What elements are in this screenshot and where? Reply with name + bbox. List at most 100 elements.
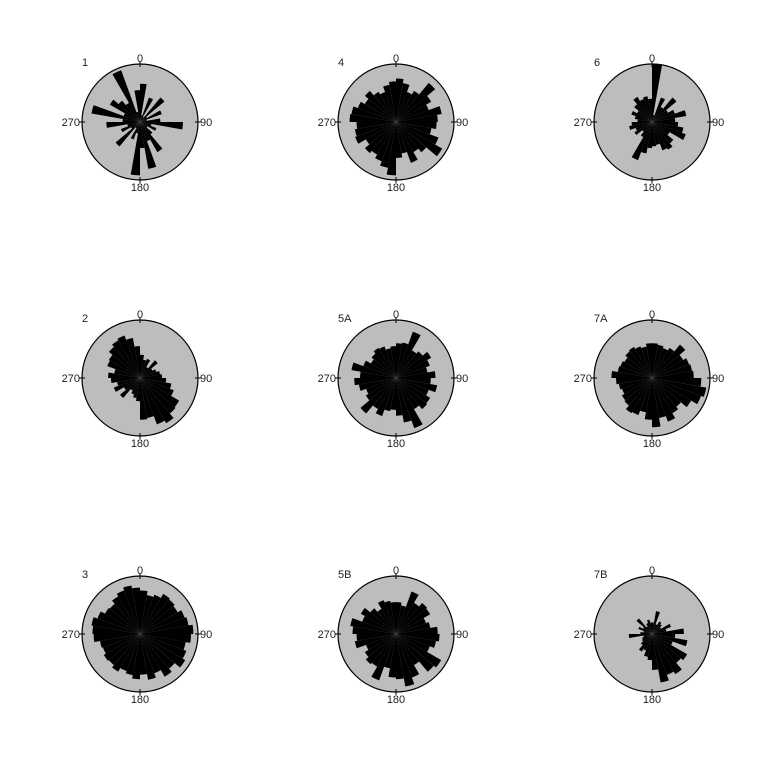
rose-bar	[357, 101, 396, 122]
rose-bar	[611, 370, 652, 378]
rose-bar	[123, 378, 140, 390]
rose-bar	[396, 122, 439, 145]
rose-bar	[396, 114, 438, 122]
angle-tick-label: 0	[137, 565, 143, 577]
rose-bar	[126, 338, 140, 378]
rose-bar	[637, 119, 652, 122]
rose-bar	[364, 90, 396, 122]
rose-bar	[112, 340, 140, 378]
rose-bar	[652, 364, 692, 378]
rose-bar	[643, 631, 652, 634]
panel-label: 4	[338, 57, 344, 69]
angle-tick-label: 270	[318, 629, 336, 641]
rose-bar	[647, 634, 652, 661]
angle-tick-label: 270	[318, 117, 336, 129]
rose-bar	[396, 95, 432, 122]
panel-label: 2	[82, 313, 88, 325]
rose-bar	[396, 634, 420, 666]
rose-bar	[646, 626, 652, 634]
rose-bar	[388, 634, 396, 678]
rose-bar	[647, 98, 652, 122]
rose-bar	[643, 634, 652, 651]
rose-bar	[621, 378, 652, 401]
rose-bar	[638, 634, 652, 652]
rose-bar	[364, 98, 396, 122]
rose-bar	[363, 360, 396, 378]
rose-bar	[652, 628, 684, 634]
rose-bar	[396, 378, 428, 410]
rose-bar	[396, 122, 403, 158]
rose-bar	[652, 110, 687, 122]
rose-bar	[396, 626, 438, 634]
rose-bar	[115, 122, 140, 147]
rose-bar	[351, 106, 396, 122]
rose-bar	[652, 354, 684, 378]
rose-bar	[618, 378, 652, 390]
rose-bar	[360, 378, 396, 414]
rose-bar	[384, 600, 396, 634]
rose-plot-6: 0 90 180 270 6	[574, 53, 725, 194]
angle-tick-label: 180	[131, 182, 149, 194]
rose-bar	[396, 104, 429, 122]
panel-label: 5A	[338, 313, 352, 325]
rose-bar	[132, 634, 140, 680]
rose-bar	[634, 104, 652, 122]
rose-bar	[396, 122, 432, 135]
rose-bar	[652, 623, 672, 634]
rose-bar	[371, 122, 396, 155]
rose-bar	[140, 122, 163, 153]
rose-bar	[140, 634, 186, 668]
rose-bar	[652, 343, 659, 378]
rose-bar	[652, 378, 692, 408]
rose-bar	[643, 634, 652, 637]
rose-bar	[136, 111, 140, 122]
rose-bar	[396, 82, 436, 122]
rose-bar	[396, 634, 415, 687]
rose-bar	[380, 122, 396, 168]
panel-label: 5B	[338, 569, 351, 581]
rose-bar	[108, 634, 140, 666]
angle-tick-label: 90	[712, 117, 724, 129]
rose-bar	[652, 122, 684, 133]
rose-bar	[140, 359, 147, 378]
rose-bar	[641, 122, 652, 154]
rose-bar	[628, 634, 652, 639]
rose-bar	[652, 344, 664, 378]
rose-bar	[396, 634, 442, 668]
rose-bar	[140, 378, 148, 420]
rose-bar	[384, 634, 396, 669]
rose-bar	[123, 113, 140, 122]
rose-bar	[396, 634, 404, 680]
rose-bar	[140, 122, 153, 135]
rose-bar	[130, 122, 140, 176]
rose-bar	[652, 122, 657, 147]
rose-bar	[107, 360, 140, 378]
rose-bar	[652, 378, 681, 407]
rose-bar	[91, 105, 140, 122]
rose-bar	[134, 90, 140, 122]
angle-tick-label: 180	[643, 438, 661, 450]
rose-bar	[396, 360, 430, 378]
rose-bar	[647, 619, 652, 634]
rose-plot-3: 0 90 180 270 3	[62, 565, 213, 706]
rose-bar	[108, 372, 140, 378]
rose-bar	[140, 634, 172, 677]
rose-bar	[652, 624, 658, 634]
rose-bar	[624, 357, 652, 378]
rose-bar	[140, 116, 148, 122]
rose-bar	[135, 122, 140, 129]
rose-bar	[617, 366, 652, 378]
rose-bar	[371, 634, 396, 667]
rose-bar	[396, 602, 428, 634]
angle-tick-label: 0	[137, 53, 143, 65]
angle-tick-label: 90	[456, 117, 468, 129]
rose-bar	[140, 378, 165, 425]
rose-bar	[640, 122, 652, 138]
rose-bar	[390, 602, 396, 634]
rose-bar	[635, 122, 652, 131]
rose-bar	[652, 344, 686, 378]
rose-bar	[652, 634, 682, 675]
rose-bar	[140, 118, 161, 122]
rose-bar	[652, 627, 662, 634]
rose-bar	[652, 378, 702, 387]
